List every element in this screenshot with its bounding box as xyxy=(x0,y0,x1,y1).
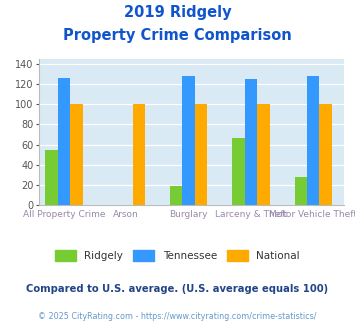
Bar xyxy=(58,79,70,205)
Text: Motor Vehicle Theft: Motor Vehicle Theft xyxy=(269,210,355,218)
Bar xyxy=(307,77,320,205)
Text: Property Crime Comparison: Property Crime Comparison xyxy=(63,28,292,43)
Bar xyxy=(295,177,307,205)
Bar xyxy=(195,105,207,205)
Text: Burglary: Burglary xyxy=(169,210,208,218)
Bar xyxy=(182,77,195,205)
Bar xyxy=(132,105,145,205)
Bar xyxy=(245,80,257,205)
Bar xyxy=(257,105,269,205)
Bar xyxy=(70,105,83,205)
Bar xyxy=(320,105,332,205)
Text: All Property Crime: All Property Crime xyxy=(23,210,105,218)
Text: 2019 Ridgely: 2019 Ridgely xyxy=(124,5,231,20)
Text: Arson: Arson xyxy=(113,210,139,218)
Text: Compared to U.S. average. (U.S. average equals 100): Compared to U.S. average. (U.S. average … xyxy=(26,284,329,294)
Bar xyxy=(232,138,245,205)
Bar xyxy=(45,149,58,205)
Bar xyxy=(170,185,182,205)
Text: Larceny & Theft: Larceny & Theft xyxy=(215,210,287,218)
Text: © 2025 CityRating.com - https://www.cityrating.com/crime-statistics/: © 2025 CityRating.com - https://www.city… xyxy=(38,312,317,321)
Legend: Ridgely, Tennessee, National: Ridgely, Tennessee, National xyxy=(51,246,304,265)
